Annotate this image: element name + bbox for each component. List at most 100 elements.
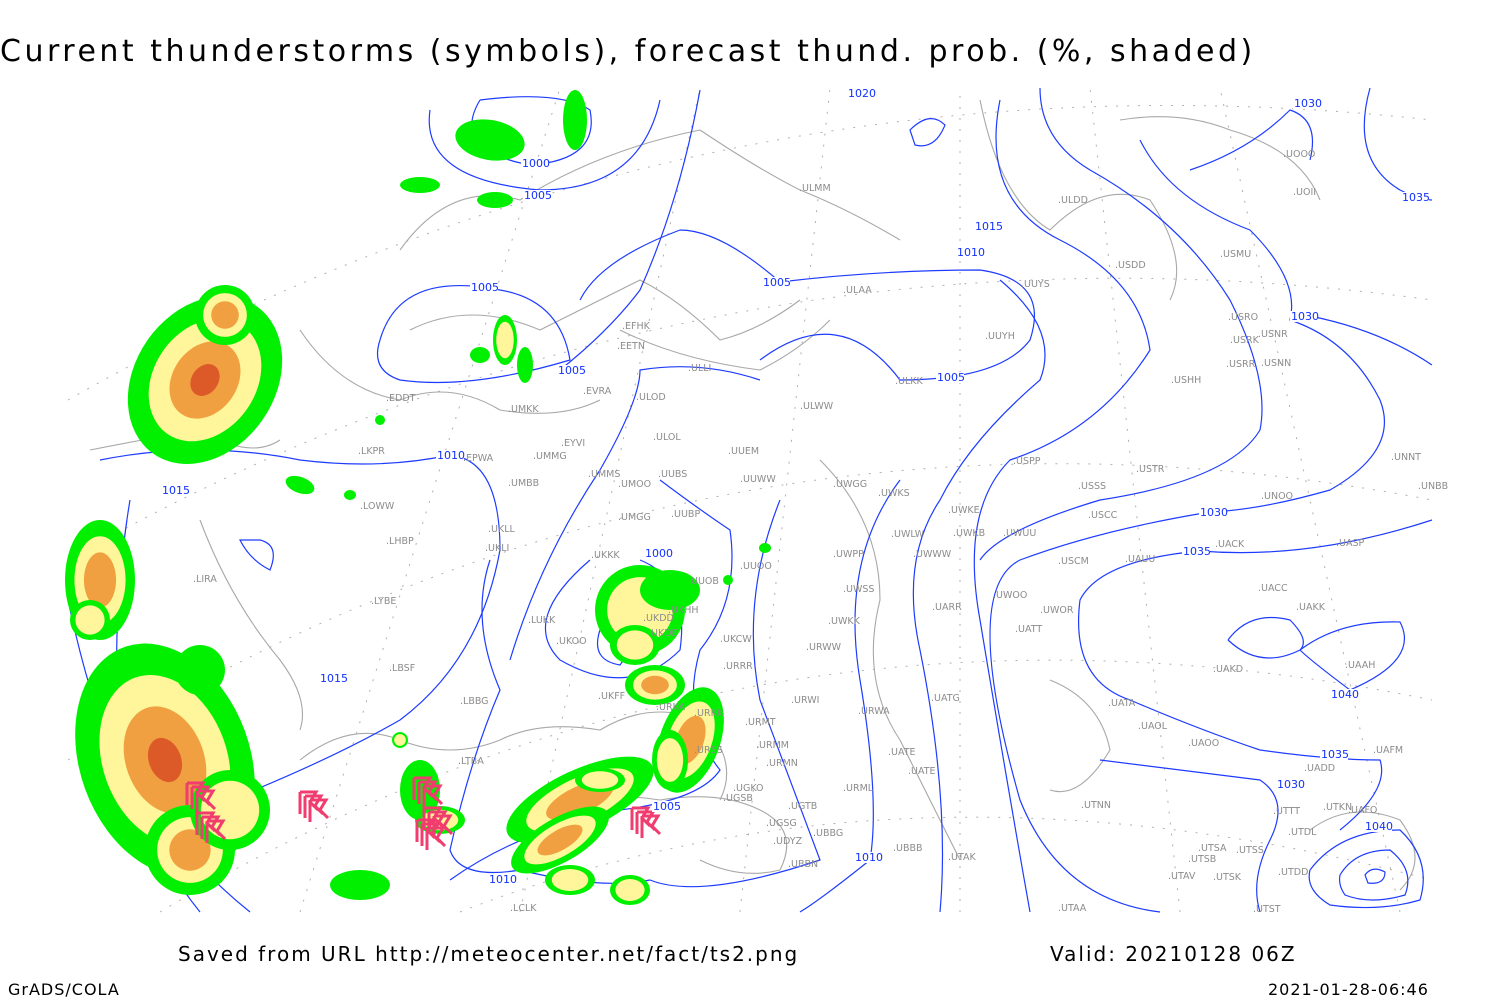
station-label: .UKFF	[598, 691, 625, 702]
station-label: .LYBE	[371, 596, 396, 607]
station-label: .UGSG	[766, 818, 797, 829]
source-url-text: Saved from URL http://meteocenter.net/fa…	[178, 942, 800, 966]
isobar-label: 1030	[1291, 310, 1319, 323]
station-label: .USRR	[1226, 359, 1256, 370]
station-label: .EYVI	[561, 438, 585, 449]
station-label: .LTBA	[458, 756, 484, 767]
isobar-label-bg	[523, 190, 551, 201]
station-label: .UUEM	[728, 446, 759, 457]
station-label: .UBBG	[813, 828, 843, 839]
isobar-label: 1010	[957, 246, 985, 259]
station-label: .URKA	[656, 702, 686, 713]
station-label: .UWSS	[843, 584, 874, 595]
probability-shade	[581, 771, 619, 789]
software-credit: GrADS/COLA	[8, 980, 120, 999]
station-label: .UTNN	[1081, 800, 1111, 811]
station-label: .UKLL	[488, 524, 515, 535]
station-label: .LHBP	[386, 536, 414, 547]
probability-shade	[563, 90, 587, 150]
isobar-label-bg	[488, 874, 516, 885]
isobar-label: 1030	[1277, 778, 1305, 791]
station-label: .UUBS	[658, 469, 687, 480]
map-title: Current thunderstorms (symbols), forecas…	[0, 34, 1256, 69]
station-label: .URMM	[756, 740, 789, 751]
station-label: .EETN	[617, 341, 645, 352]
station-label: .LBSF	[389, 663, 415, 674]
station-label: .UWKK	[828, 616, 861, 627]
station-label: .UATE	[888, 747, 916, 758]
station-label: .URWA	[858, 706, 890, 717]
probability-shade	[640, 570, 700, 610]
probability-shade	[169, 829, 211, 871]
station-label: .UNNT	[1391, 452, 1421, 463]
station-label: .UTST	[1253, 904, 1281, 915]
station-label: .USTR	[1136, 464, 1165, 475]
station-label: .UWPP	[833, 549, 864, 560]
probability-shade	[455, 119, 525, 161]
station-label: .UWKS	[878, 488, 910, 499]
station-label: .UWOR	[1040, 605, 1074, 616]
isobar-label-bg	[847, 88, 875, 99]
station-label: .EDDT	[386, 393, 416, 404]
station-label: .UKHH	[668, 605, 699, 616]
probability-shade	[175, 645, 225, 695]
station-label: .UACK	[1215, 539, 1245, 550]
coastlines	[89, 99, 1416, 891]
station-label: .UBBN	[788, 859, 818, 870]
thunderstorm-symbol-icon	[630, 806, 662, 838]
isobar-label: 1005	[558, 364, 586, 377]
station-label: .EVRA	[583, 386, 612, 397]
station-label: .LCLK	[510, 903, 537, 914]
isobar-label-bg	[762, 277, 790, 288]
station-label: .UATE	[908, 766, 936, 777]
station-label: .URMT	[745, 717, 776, 728]
isobar-label: 1040	[1331, 688, 1359, 701]
isobar-label-bg	[161, 485, 189, 496]
isobar-label-bg	[1199, 507, 1227, 518]
station-label: .ULOL	[653, 432, 681, 443]
isobar-label: 1020	[848, 87, 876, 100]
station-label: .USPP	[1013, 456, 1041, 467]
station-label: .UMMS	[588, 469, 620, 480]
station-label: .UTAV	[1168, 871, 1196, 882]
isobar-label: 1005	[653, 800, 681, 813]
station-label: .UAAH	[1345, 660, 1375, 671]
probability-shade	[75, 605, 105, 635]
isobar-label-bg	[956, 247, 984, 258]
thunderstorm-symbol-icon	[298, 790, 330, 822]
station-label: .UTSB	[1188, 854, 1216, 865]
station-label: .ULMM	[799, 183, 831, 194]
station-label: .UATG	[931, 693, 960, 704]
probability-shade	[344, 490, 356, 500]
station-label: .USNR	[1258, 329, 1288, 340]
station-label: .USRO	[1228, 312, 1258, 323]
probability-shade	[537, 824, 583, 856]
isobar-label: 1010	[489, 873, 517, 886]
isobar-label: 1030	[1294, 97, 1322, 110]
station-label: .UGSB	[723, 793, 753, 804]
station-label: .UUWW	[740, 474, 776, 485]
station-label: .LKPR	[358, 446, 385, 457]
station-label: .USSS	[1078, 481, 1106, 492]
isobar-label: 1010	[437, 449, 465, 462]
station-label: .URWI	[791, 695, 819, 706]
isobar-labels: 1020 1000 1005 1030 1035 1015 1010 1005 1005 1030…	[161, 87, 1430, 886]
station-label: .ULKK	[895, 376, 923, 387]
isobar-label: 1005	[763, 276, 791, 289]
isobar-label: 1005	[524, 189, 552, 202]
station-label: .UDYZ	[773, 836, 803, 847]
station-label: .URMN	[766, 758, 798, 769]
isobar-label-bg	[1364, 821, 1392, 832]
station-label: .EPWA	[463, 453, 494, 464]
station-label: .USHH	[1171, 375, 1201, 386]
station-label: .UAOO	[1188, 738, 1219, 749]
station-label: .UKDE	[648, 628, 678, 639]
isobar-label-bg	[436, 450, 464, 461]
station-label: .UBBB	[893, 843, 923, 854]
isobar-label-bg	[652, 801, 680, 812]
station-label: .UNBB	[1418, 481, 1448, 492]
isobar-label-bg	[1293, 98, 1321, 109]
thunderstorm-symbol-icon	[195, 811, 227, 843]
station-label: .UOOO	[1283, 149, 1315, 160]
